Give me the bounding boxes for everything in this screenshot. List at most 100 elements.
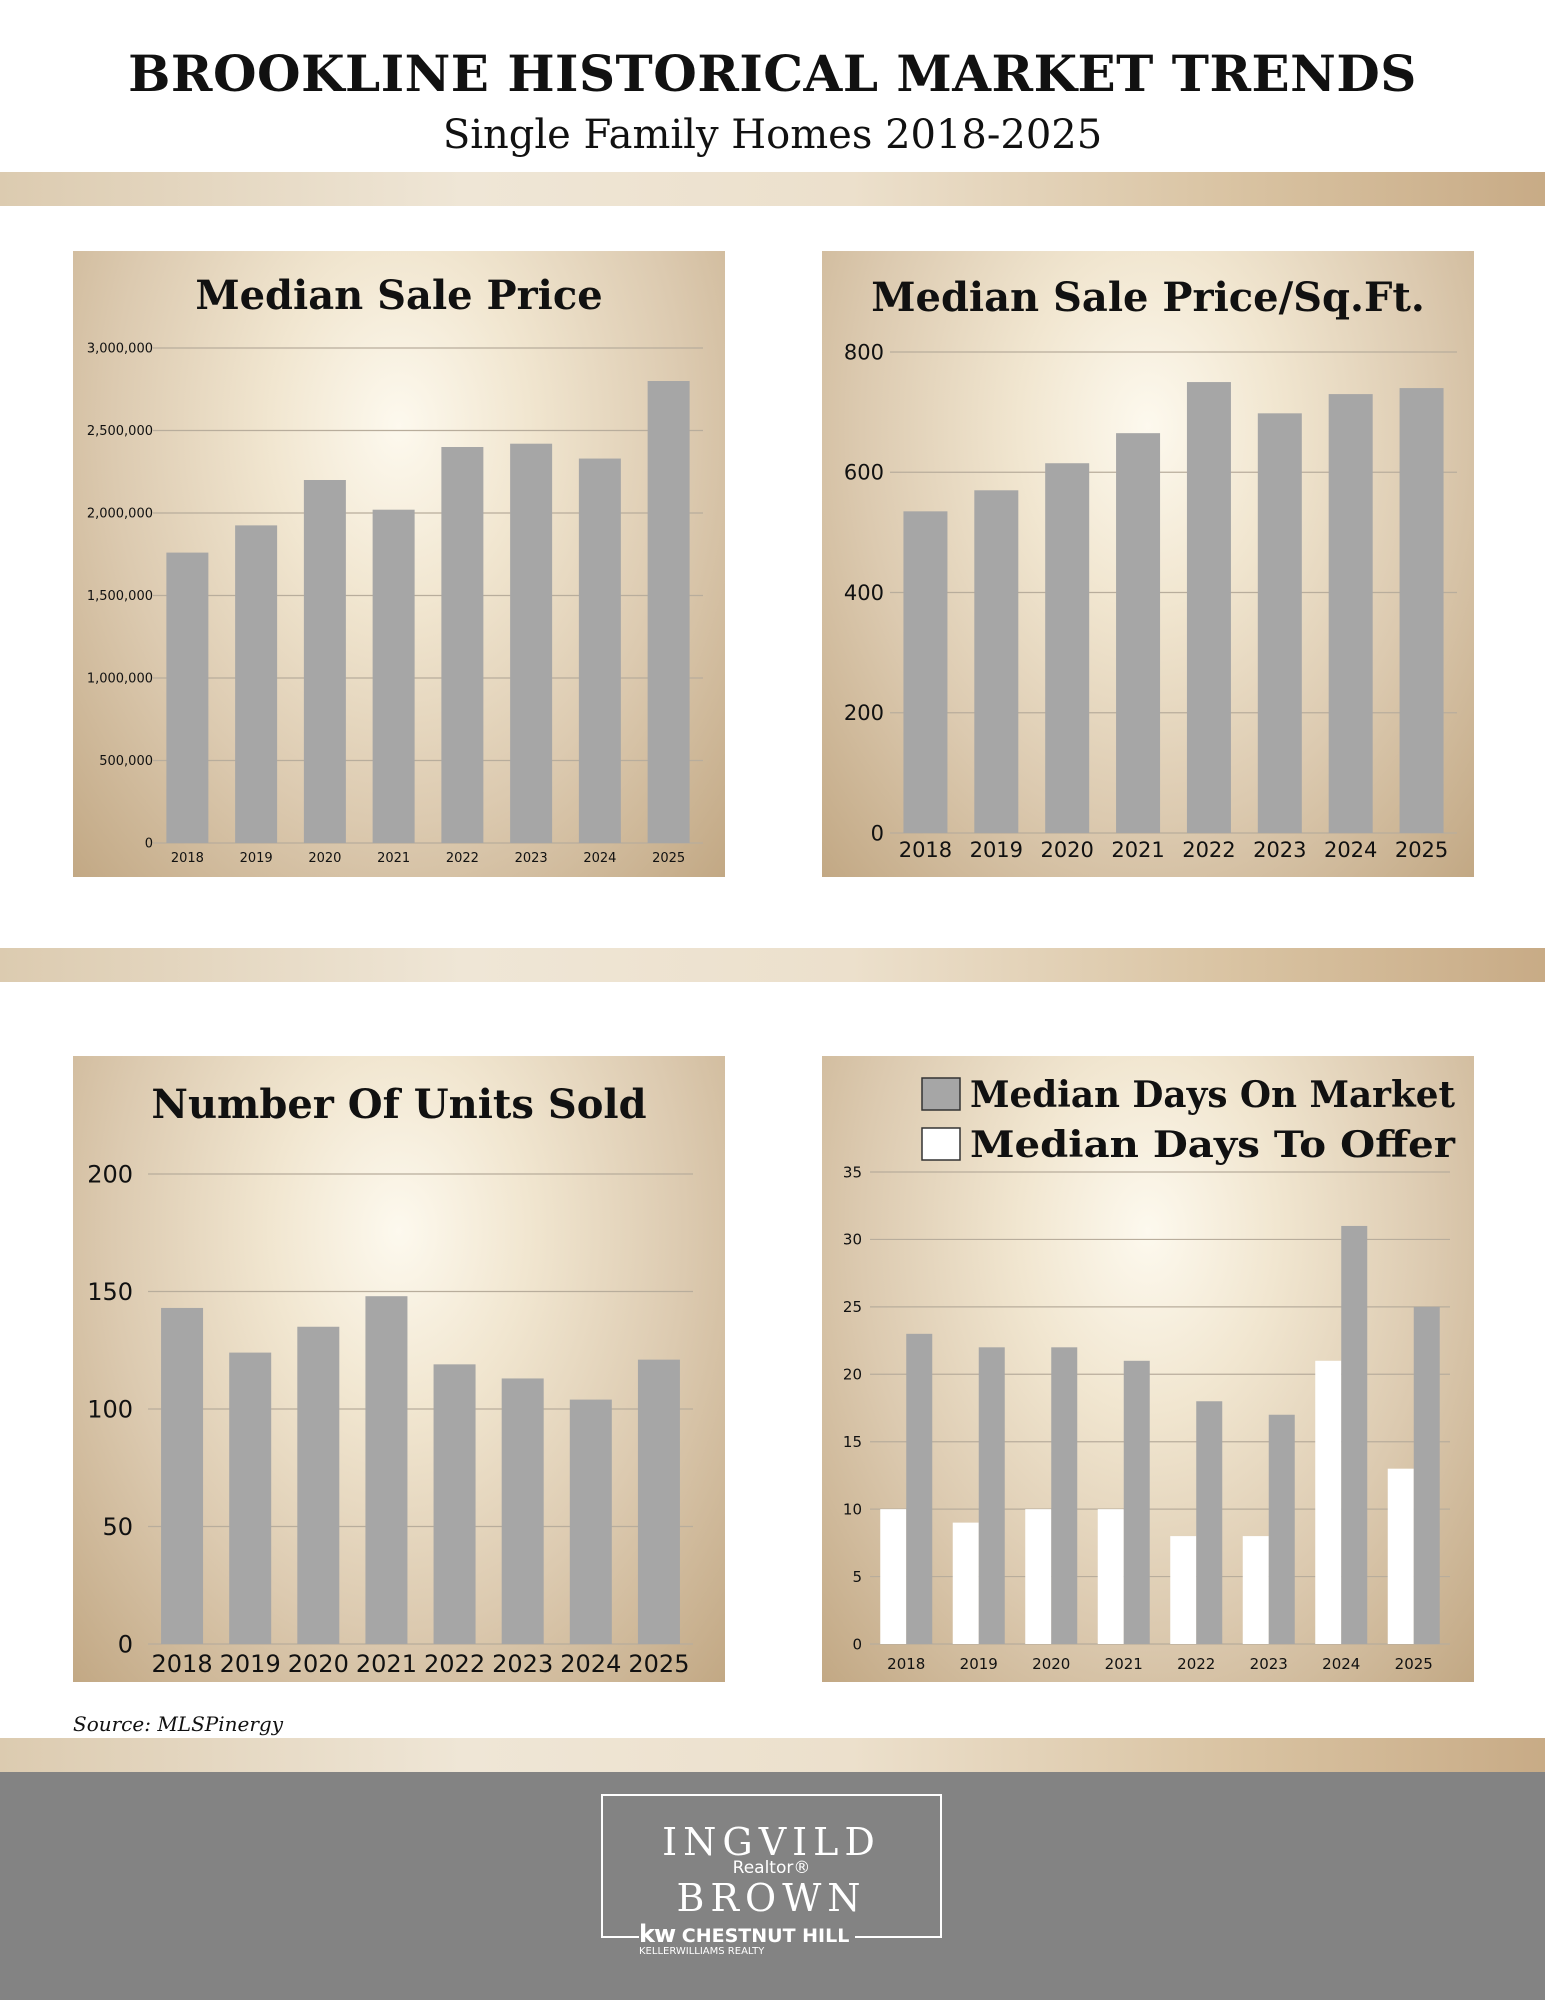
bar bbox=[637, 1359, 680, 1644]
x-tick-label: 2023 bbox=[515, 851, 548, 866]
bar bbox=[303, 480, 346, 843]
y-tick-label: 20 bbox=[843, 1366, 862, 1384]
y-tick-label: 3,000,000 bbox=[87, 342, 153, 357]
bar bbox=[297, 1326, 340, 1644]
legend-label: Median Days To Offer bbox=[970, 1124, 1456, 1166]
bar bbox=[166, 552, 209, 843]
logo-office-name: CHESTNUT HILL bbox=[681, 1925, 850, 1947]
bar bbox=[510, 443, 553, 843]
x-tick-label: 2024 bbox=[1324, 838, 1377, 862]
y-tick-label: 10 bbox=[843, 1500, 862, 1518]
decorative-band-top bbox=[0, 172, 1545, 206]
bar bbox=[1257, 413, 1302, 833]
x-tick-label: 2020 bbox=[1032, 1655, 1070, 1673]
bar bbox=[569, 1399, 612, 1644]
x-tick-label: 2024 bbox=[1322, 1655, 1360, 1673]
y-tick-label: 15 bbox=[843, 1433, 862, 1451]
chart-median-sale-price: 0 500,000 1,000,000 1,500,000 2,000,000 2,500… bbox=[73, 251, 725, 877]
bar bbox=[229, 1352, 272, 1644]
chart-median-sale-price-svg: 0 500,000 1,000,000 1,500,000 2,000,000 2,500… bbox=[87, 272, 703, 866]
bar bbox=[1196, 1401, 1223, 1644]
logo-name-first: INGVILD bbox=[662, 1820, 881, 1864]
y-tick-label: 0 bbox=[871, 821, 884, 845]
y-tick-label: 35 bbox=[843, 1163, 862, 1181]
y-tick-label: 0 bbox=[118, 1630, 133, 1658]
y-tick-label: 500,000 bbox=[99, 754, 153, 769]
bar bbox=[1045, 463, 1090, 833]
kw-logo-icon: kw bbox=[639, 1920, 676, 1948]
chart-median-price-sqft: 0 200 400 600 800 2018 2019 2020 2021 2022 2023 202… bbox=[822, 251, 1474, 877]
x-tick-label: 2018 bbox=[899, 838, 952, 862]
chart-title: Number Of Units Sold bbox=[151, 1081, 646, 1128]
x-tick-label: 2021 bbox=[1105, 1655, 1143, 1673]
bar bbox=[1170, 1536, 1197, 1644]
source-note: Source: MLSPinergy bbox=[73, 1712, 284, 1736]
y-tick-label: 600 bbox=[844, 461, 884, 485]
y-tick-label: 1,000,000 bbox=[87, 672, 153, 687]
bar bbox=[235, 525, 278, 843]
x-tick-label: 2025 bbox=[1395, 1655, 1433, 1673]
bar bbox=[1242, 1536, 1269, 1644]
bar bbox=[974, 490, 1019, 833]
y-tick-label: 30 bbox=[843, 1231, 862, 1249]
x-tick-label: 2023 bbox=[1253, 838, 1306, 862]
bar bbox=[1413, 1306, 1440, 1644]
y-tick-label: 400 bbox=[844, 581, 884, 605]
page-title: BROOKLINE HISTORICAL MARKET TRENDS bbox=[128, 44, 1417, 103]
y-tick-label: 800 bbox=[844, 340, 884, 364]
y-tick-label: 2,000,000 bbox=[87, 507, 153, 522]
x-tick-label: 2023 bbox=[492, 1650, 553, 1678]
page-subtitle: Single Family Homes 2018-2025 bbox=[442, 112, 1103, 158]
bar bbox=[365, 1296, 408, 1644]
bar bbox=[903, 511, 948, 833]
x-tick-label: 2022 bbox=[446, 851, 479, 866]
x-tick-label: 2022 bbox=[424, 1650, 485, 1678]
legend-swatch bbox=[921, 1127, 961, 1161]
x-tick-label: 2020 bbox=[1040, 838, 1093, 862]
logo-name-last: BROWN bbox=[676, 1876, 867, 1920]
y-tick-label: 200 bbox=[844, 701, 884, 725]
bar bbox=[1341, 1225, 1368, 1644]
x-tick-label: 2018 bbox=[887, 1655, 925, 1673]
legend-swatch bbox=[921, 1077, 961, 1111]
logo-office: kw CHESTNUT HILL bbox=[639, 1922, 856, 1947]
bar bbox=[952, 1522, 979, 1644]
chart-units-sold-svg: 0 50 100 150 200 2018 2019 2020 2021 2022 2023 2024… bbox=[87, 1081, 693, 1678]
logo-company: KELLERWILLIAMS REALTY bbox=[639, 1946, 765, 1957]
logo-role: Realtor® bbox=[732, 1858, 811, 1878]
bar bbox=[880, 1509, 907, 1644]
x-tick-label: 2019 bbox=[220, 1650, 281, 1678]
y-tick-label: 5 bbox=[852, 1568, 862, 1586]
y-tick-label: 50 bbox=[102, 1513, 133, 1541]
bar bbox=[1025, 1509, 1052, 1644]
chart-median-price-sqft-svg: 0 200 400 600 800 2018 2019 2020 2021 2022 2023 202… bbox=[844, 274, 1457, 862]
y-tick-label: 1,500,000 bbox=[87, 589, 153, 604]
x-tick-label: 2020 bbox=[308, 851, 341, 866]
bar bbox=[906, 1333, 933, 1644]
y-tick-label: 0 bbox=[852, 1635, 862, 1653]
x-tick-label: 2021 bbox=[356, 1650, 417, 1678]
x-tick-label: 2019 bbox=[960, 1655, 998, 1673]
bar bbox=[1116, 433, 1161, 833]
chart-units-sold: 0 50 100 150 200 2018 2019 2020 2021 2022 2023 2024… bbox=[73, 1056, 725, 1682]
bar bbox=[978, 1347, 1005, 1644]
bar bbox=[647, 381, 690, 843]
chart-title: Median Sale Price bbox=[195, 272, 602, 319]
bar bbox=[1097, 1509, 1124, 1644]
chart-days-on-market: 0 5 10 15 20 25 30 35 2018 2019 2020 2021 2022 2023 20… bbox=[822, 1056, 1474, 1682]
x-tick-label: 2021 bbox=[1111, 838, 1164, 862]
legend-label: Median Days On Market bbox=[970, 1074, 1455, 1116]
bar bbox=[1186, 382, 1231, 833]
y-tick-label: 0 bbox=[145, 837, 153, 852]
bar bbox=[1123, 1360, 1150, 1644]
chart-title: Median Sale Price/Sq.Ft. bbox=[871, 274, 1425, 321]
x-tick-label: 2020 bbox=[288, 1650, 349, 1678]
x-tick-label: 2022 bbox=[1182, 838, 1235, 862]
y-tick-label: 100 bbox=[87, 1395, 133, 1423]
x-tick-label: 2025 bbox=[652, 851, 685, 866]
x-tick-label: 2023 bbox=[1250, 1655, 1288, 1673]
x-tick-label: 2018 bbox=[171, 851, 204, 866]
bar bbox=[441, 447, 484, 843]
y-tick-label: 25 bbox=[843, 1298, 862, 1316]
